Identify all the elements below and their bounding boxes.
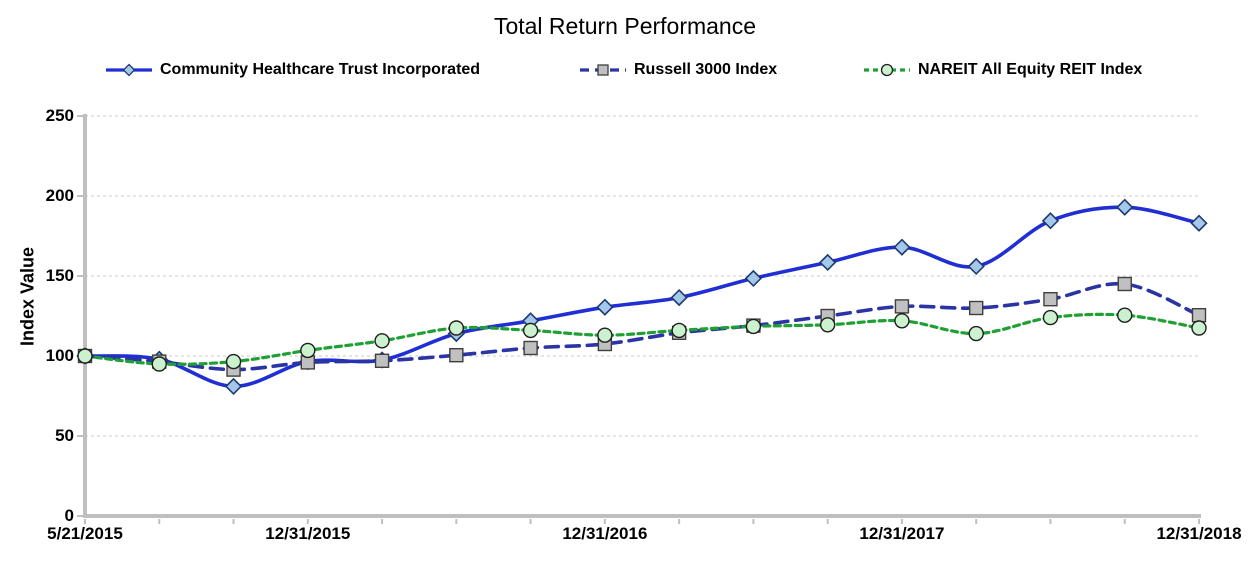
legend-marker	[880, 63, 894, 77]
chart-title: Total Return Performance	[493, 13, 757, 39]
series-0-marker-11	[893, 238, 911, 256]
legend-label: Russell 3000 Index	[634, 61, 778, 78]
legend-item-russell-3000-index: Russell 3000 Index	[579, 58, 777, 82]
series-line-2	[83, 312, 1201, 366]
series-2-marker-14	[1117, 307, 1133, 323]
series-0-marker-9	[744, 269, 763, 288]
legend-marker	[597, 64, 609, 76]
series-line-1	[83, 281, 1201, 372]
series-2-marker-11	[894, 313, 910, 329]
y-tick-label-200: 200	[45, 186, 74, 205]
series-0-marker-8	[670, 288, 688, 307]
series-0-marker-13	[1041, 212, 1060, 230]
y-tick-label-150: 150	[45, 266, 74, 285]
series-0-marker-12	[967, 257, 985, 276]
series-1-marker-6	[523, 340, 538, 356]
x-tick-label-5/21/2015: 5/21/2015	[47, 524, 123, 543]
series-2-marker-1	[151, 356, 167, 372]
series-0	[76, 198, 1208, 396]
series-1-marker-11	[894, 299, 910, 314]
legend-marker	[122, 63, 136, 77]
series-2-marker-13	[1042, 309, 1059, 326]
legend-sample-navy-square-icon	[579, 61, 627, 79]
y-tick-label-250: 250	[45, 106, 74, 125]
x-tick-label-12/31/2016: 12/31/2016	[562, 524, 648, 543]
y-tick-label-50: 50	[55, 426, 74, 445]
legend-item-nareit-all-equity-reit-index: NAREIT All Equity REIT Index	[863, 58, 1142, 82]
legend-label: NAREIT All Equity REIT Index	[918, 61, 1143, 78]
legend-item-community-healthcare-trust: Community Healthcare Trust Incorporated	[105, 58, 480, 82]
y-tick-label-0: 0	[64, 506, 74, 525]
series-1-marker-15	[1191, 308, 1207, 323]
series-1-marker-14	[1117, 276, 1132, 292]
series-1-marker-12	[969, 300, 984, 316]
series-0-marker-7	[596, 298, 614, 316]
x-tick-label-12/31/2017: 12/31/2017	[859, 524, 945, 543]
series-2-marker-9	[745, 318, 762, 335]
legend-label: Community Healthcare Trust Incorporated	[160, 61, 481, 78]
series-1-marker-13	[1043, 292, 1058, 307]
series-1-marker-5	[449, 348, 464, 363]
series-0-marker-15	[1190, 214, 1208, 232]
series-2	[77, 307, 1207, 372]
series-2-marker-6	[522, 322, 539, 339]
series-2-marker-4	[374, 333, 390, 349]
series-2-marker-2	[225, 353, 242, 370]
series-2-marker-10	[819, 317, 836, 333]
series-2-marker-7	[597, 327, 613, 343]
series-1-marker-4	[374, 353, 390, 368]
series-0-marker-10	[819, 253, 837, 272]
series-2-marker-5	[448, 320, 465, 336]
series-line-0	[83, 205, 1201, 389]
series-0-marker-14	[1116, 198, 1134, 216]
legend-sample-blue-diamond-icon	[105, 61, 153, 79]
series-2-marker-0	[77, 348, 93, 364]
x-tick-label-12/31/2015: 12/31/2015	[265, 524, 351, 543]
series-2-marker-15	[1191, 320, 1207, 336]
series-2-marker-12	[968, 325, 984, 342]
legend-sample-green-circle-icon	[863, 61, 911, 79]
series-0-marker-2	[224, 377, 243, 396]
series-2-marker-8	[671, 322, 687, 339]
y-tick-label-100: 100	[45, 346, 74, 365]
x-tick-label-12/31/2018: 12/31/2018	[1156, 524, 1242, 543]
series-2-marker-3	[300, 342, 316, 359]
